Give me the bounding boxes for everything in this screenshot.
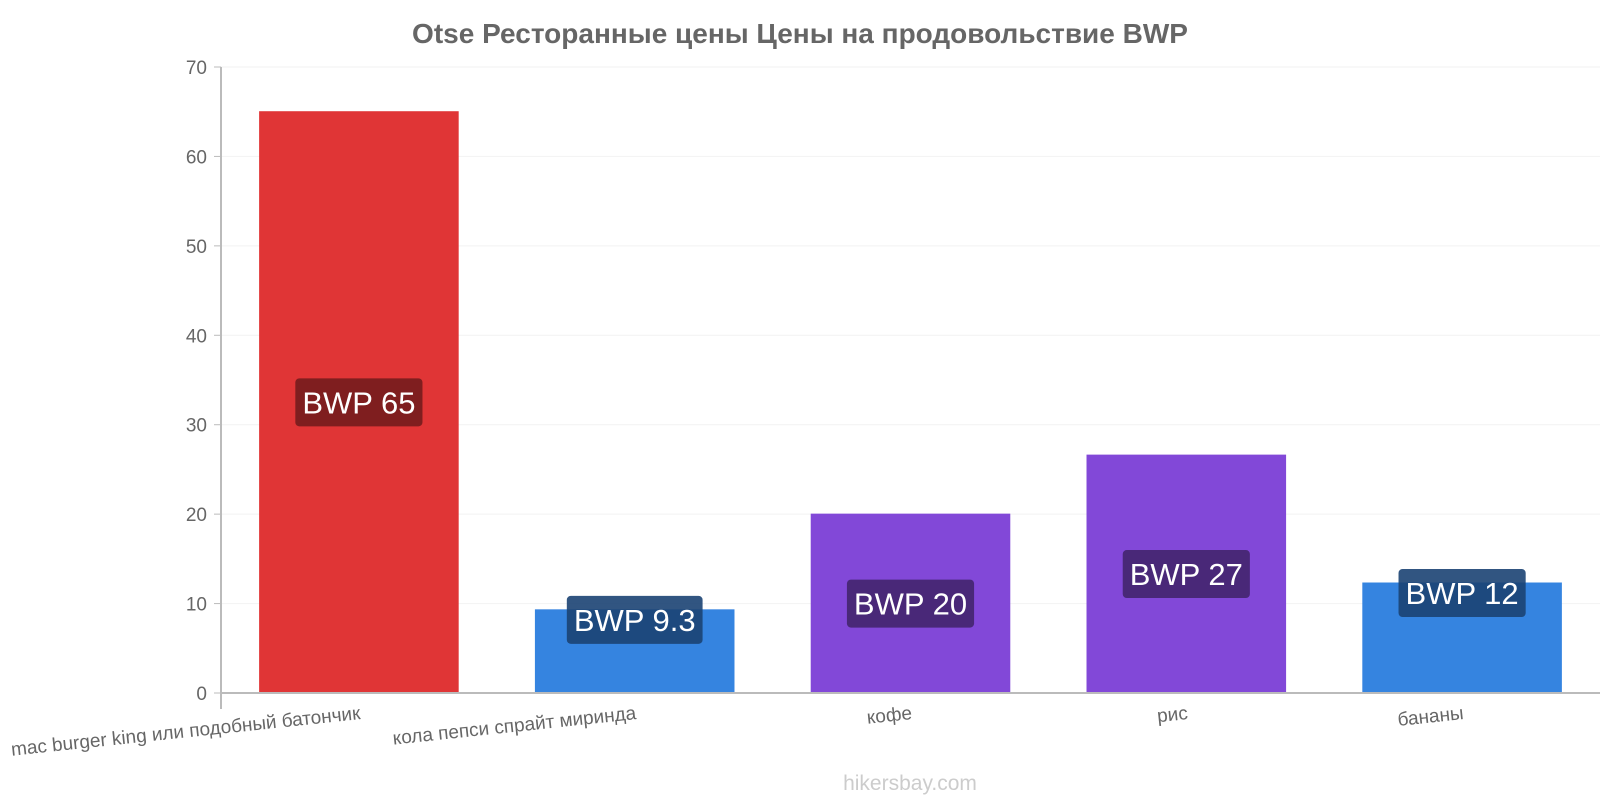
x-category-label: бананы (1397, 703, 1465, 731)
x-category-label: кола пепси спрайт миринда (392, 703, 638, 750)
bar-value-label-bg (846, 579, 975, 628)
bar-value-label-bg (1122, 550, 1250, 599)
y-tick-label: 60 (186, 147, 207, 168)
x-category-label: кофе (866, 703, 913, 729)
bar-value-label: BWP 9.3 (574, 603, 696, 638)
y-tick-label: 50 (186, 237, 207, 258)
y-tick-label: 10 (186, 595, 207, 616)
y-tick-label: 70 (186, 58, 207, 79)
watermark-text: hikersbay.com (843, 772, 977, 795)
bar-value-label-bg (295, 378, 423, 427)
y-tick-label: 40 (186, 326, 207, 347)
y-tick-label: 0 (196, 684, 207, 705)
x-category-label: рис (1156, 703, 1189, 727)
bar-value-label: BWP 12 (1406, 576, 1519, 611)
bar-value-label-bg (1398, 569, 1526, 618)
y-tick-label: 20 (186, 505, 207, 526)
bar-value-label: BWP 27 (1130, 557, 1243, 592)
bar-value-label-bg (566, 595, 703, 644)
chart-title: Otse Ресторанные цены Цены на продовольс… (412, 18, 1188, 49)
y-tick-label: 30 (186, 416, 207, 437)
bar-value-label: BWP 20 (854, 587, 967, 622)
x-category-label: mac burger king или подобный батончик (10, 703, 362, 761)
bar-value-label: BWP 65 (302, 385, 415, 420)
